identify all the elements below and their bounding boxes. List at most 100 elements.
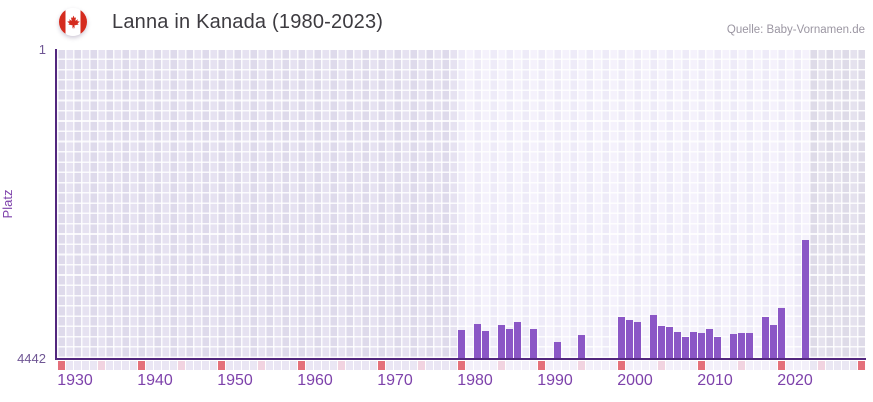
strip-cell-1953: [257, 361, 265, 370]
strip-cell-1932: [89, 361, 97, 370]
x-axis-ticks: 1930 1940 1950 1960 1970 1980 1990 2000 2010 2020: [57, 372, 865, 394]
y-axis-tick-min: 1: [38, 42, 46, 57]
rank-bar-2005: [673, 331, 681, 358]
strip-cell-1964: [345, 361, 353, 370]
strip-cell-1990: [553, 361, 561, 370]
strip-cell-1934: [105, 361, 113, 370]
strip-cell-1930: [73, 361, 81, 370]
strip-cell-2026: [841, 361, 849, 370]
strip-cell-2016: [761, 361, 769, 370]
rank-bar-1981: [481, 330, 489, 358]
strip-cell-2004: [665, 361, 673, 370]
strip-cell-1948: [217, 361, 225, 370]
strip-cell-1950: [233, 361, 241, 370]
strip-cell-1972: [409, 361, 417, 370]
strip-cell-1977: [449, 361, 457, 370]
rank-bar-2021: [801, 240, 809, 358]
rank-bar-1983: [497, 324, 505, 358]
rank-bar-1987: [529, 329, 537, 358]
strip-cell-1962: [329, 361, 337, 370]
strip-cell-1969: [385, 361, 393, 370]
strip-cell-1999: [625, 361, 633, 370]
strip-cell-1958: [297, 361, 305, 370]
strip-cell-2011: [721, 361, 729, 370]
strip-cell-2010: [713, 361, 721, 370]
strip-cell-1933: [97, 361, 105, 370]
strip-cell-1931: [81, 361, 89, 370]
strip-cell-2021: [801, 361, 809, 370]
strip-cell-1947: [209, 361, 217, 370]
strip-cell-1998: [617, 361, 625, 370]
strip-cell-1988: [537, 361, 545, 370]
zone-data-era: [457, 50, 809, 358]
rank-bar-2010: [713, 337, 721, 358]
strip-cell-1967: [369, 361, 377, 370]
zone-before-data: [57, 50, 457, 358]
strip-cell-1955: [273, 361, 281, 370]
plot-area: [57, 50, 865, 358]
strip-cell-1971: [401, 361, 409, 370]
rank-bar-2017: [769, 324, 777, 358]
strip-cell-2009: [705, 361, 713, 370]
strip-cell-1949: [225, 361, 233, 370]
strip-cell-1960: [313, 361, 321, 370]
rank-bar-2006: [681, 336, 689, 358]
rank-bar-1990: [553, 341, 561, 358]
rank-bar-1985: [513, 321, 521, 358]
canada-flag-icon: [59, 8, 87, 36]
strip-cell-1985: [513, 361, 521, 370]
rank-bar-2007: [689, 332, 697, 358]
strip-cell-2025: [833, 361, 841, 370]
strip-cell-1961: [321, 361, 329, 370]
y-axis-line: [55, 49, 57, 360]
strip-cell-1943: [177, 361, 185, 370]
strip-cell-1942: [169, 361, 177, 370]
strip-cell-1994: [585, 361, 593, 370]
rank-bar-2002: [649, 314, 657, 358]
strip-cell-1982: [489, 361, 497, 370]
strip-cell-1996: [601, 361, 609, 370]
strip-cell-2013: [737, 361, 745, 370]
y-axis-title: Platz: [0, 189, 15, 219]
x-tick-label-2020: 2020: [777, 372, 813, 389]
rank-bar-2000: [633, 322, 641, 358]
rank-bar-1980: [473, 323, 481, 358]
rank-bar-2018: [777, 307, 785, 358]
strip-cell-1981: [481, 361, 489, 370]
x-tick-label-1960: 1960: [297, 372, 333, 389]
strip-cell-1970: [393, 361, 401, 370]
source-attribution: Quelle: Baby-Vornamen.de: [726, 24, 865, 36]
strip-cell-1959: [305, 361, 313, 370]
strip-cell-1940: [153, 361, 161, 370]
rank-bar-1978: [457, 330, 465, 358]
strip-cell-1980: [473, 361, 481, 370]
strip-cell-1983: [497, 361, 505, 370]
strip-cell-1965: [353, 361, 361, 370]
x-tick-label-1950: 1950: [217, 372, 253, 389]
strip-cell-1951: [241, 361, 249, 370]
strip-cell-2019: [785, 361, 793, 370]
strip-cell-1941: [161, 361, 169, 370]
rank-bar-2003: [657, 325, 665, 358]
rank-bar-2004: [665, 326, 673, 358]
rank-bar-1984: [505, 328, 513, 358]
strip-cell-1992: [569, 361, 577, 370]
strip-cell-1984: [505, 361, 513, 370]
strip-cell-2018: [777, 361, 785, 370]
x-tick-label-2000: 2000: [617, 372, 653, 389]
rank-bar-1993: [577, 334, 585, 358]
strip-cell-2001: [641, 361, 649, 370]
strip-cell-1936: [121, 361, 129, 370]
strip-cell-2000: [633, 361, 641, 370]
rank-bar-2008: [697, 332, 705, 358]
rank-bar-2013: [737, 332, 745, 358]
strip-cell-1966: [361, 361, 369, 370]
strip-cell-2003: [657, 361, 665, 370]
strip-cell-2015: [753, 361, 761, 370]
strip-cell-2006: [681, 361, 689, 370]
strip-cell-1935: [113, 361, 121, 370]
strip-cell-1968: [377, 361, 385, 370]
strip-cell-1928: [57, 361, 65, 370]
strip-cell-1963: [337, 361, 345, 370]
